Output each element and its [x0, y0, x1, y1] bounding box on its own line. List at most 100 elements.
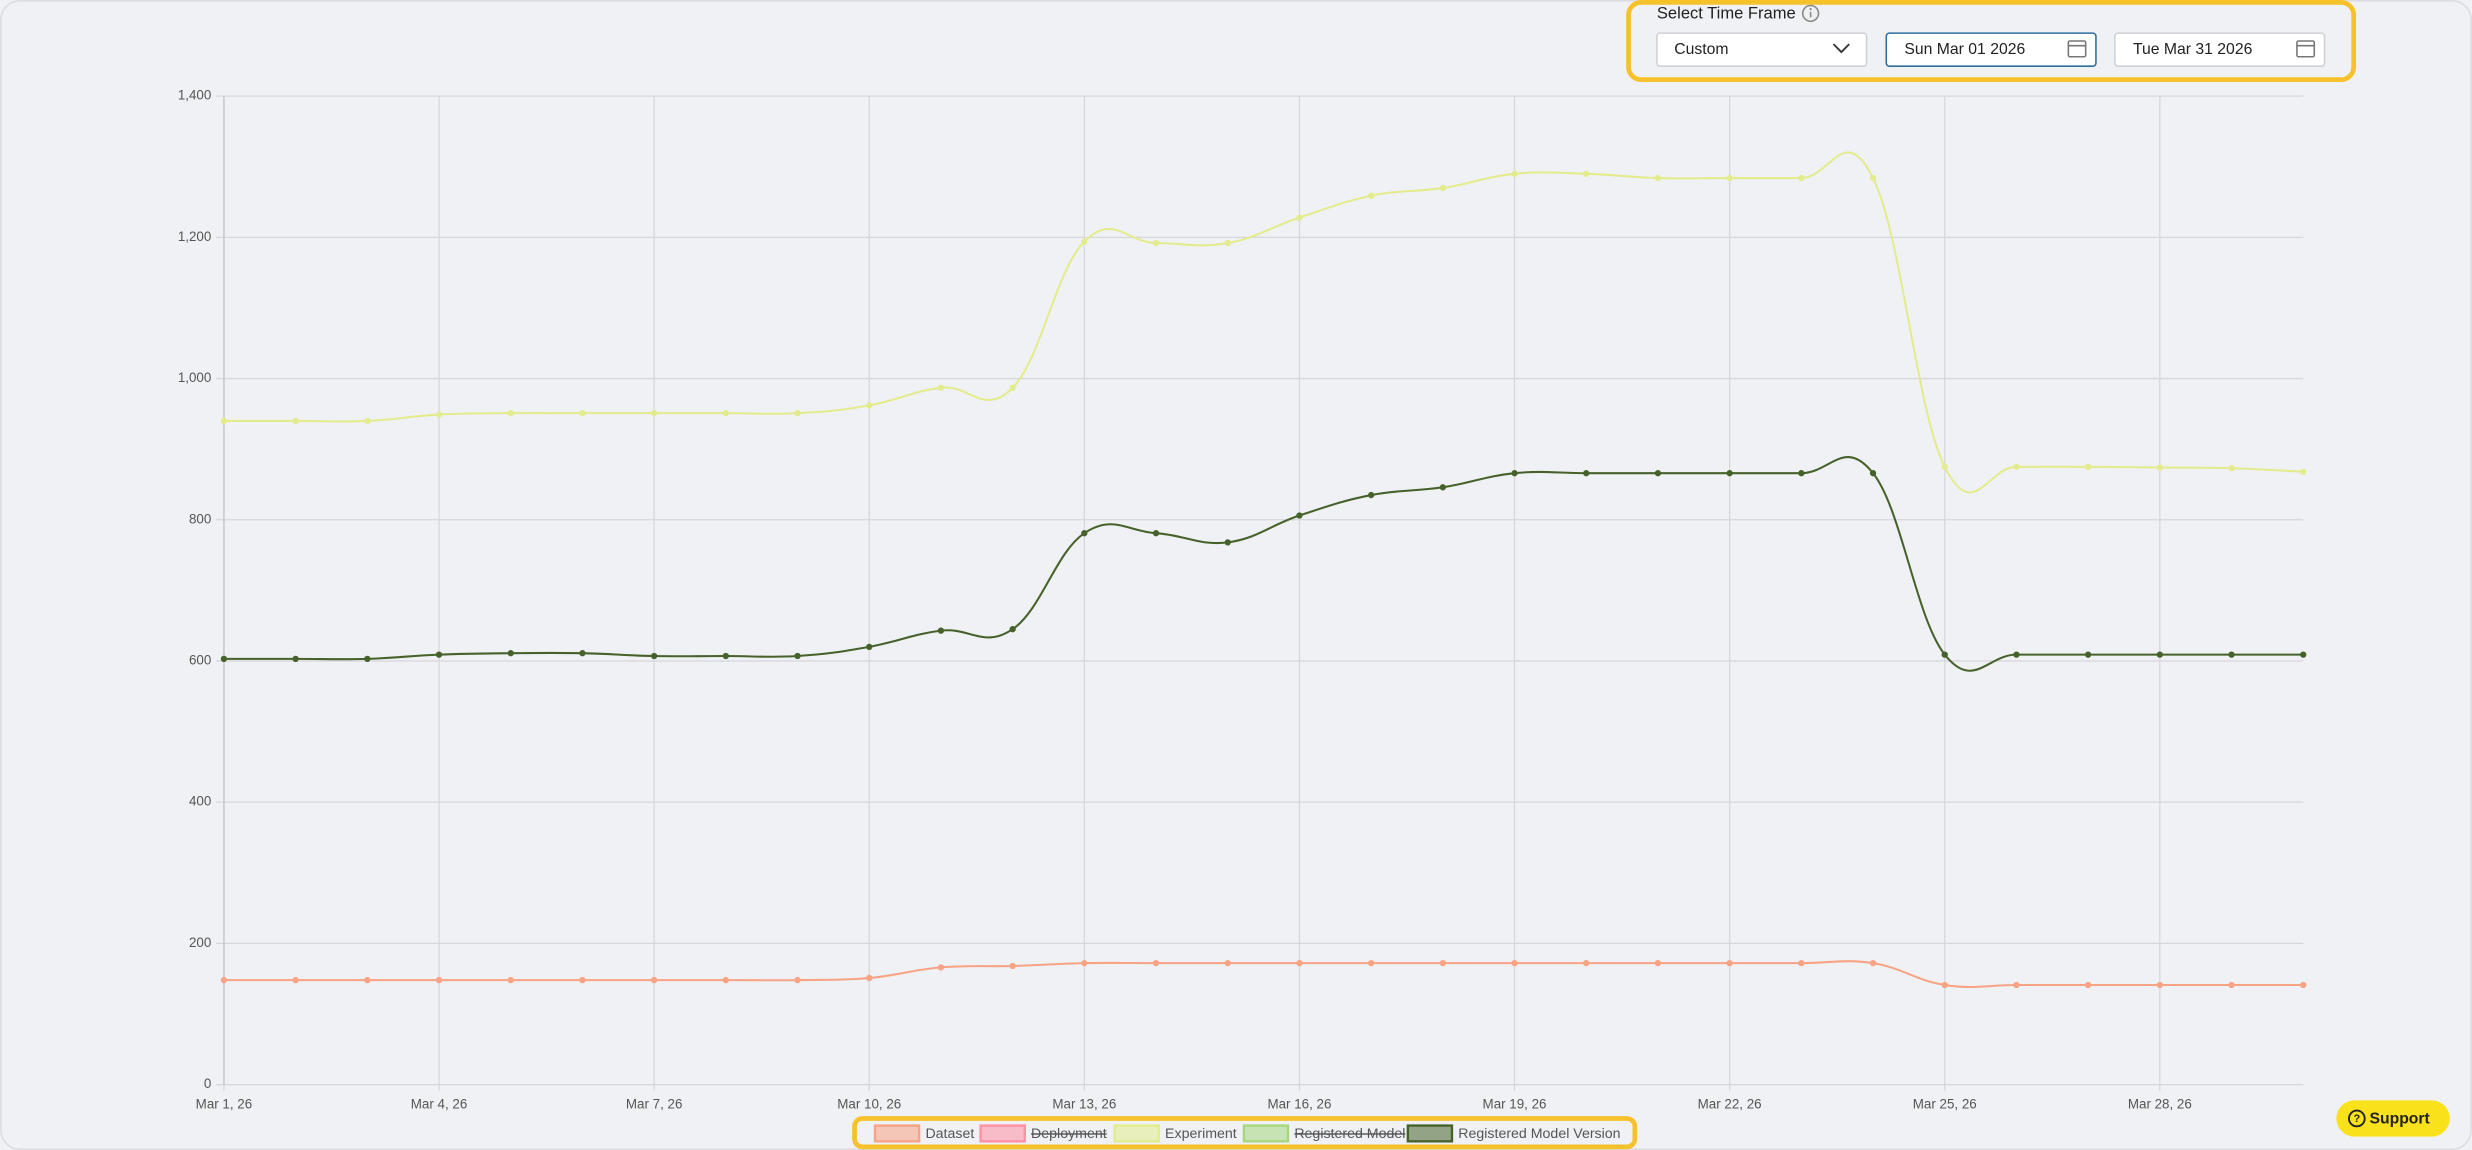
x-tick-label: Mar 10, 26 — [837, 1097, 901, 1112]
y-tick-label: 400 — [189, 794, 211, 809]
point — [1152, 959, 1160, 967]
highlight — [1626, 0, 2357, 82]
point — [292, 976, 299, 984]
button-label: Support — [2369, 1110, 2430, 1127]
point — [1224, 959, 1231, 967]
point — [1511, 170, 1518, 177]
point — [1367, 491, 1375, 499]
point — [220, 976, 228, 984]
point — [579, 650, 586, 657]
point — [1798, 470, 1805, 477]
point — [1081, 530, 1088, 537]
legend-swatch — [1113, 1124, 1160, 1143]
point — [1869, 174, 1877, 182]
point — [579, 976, 586, 984]
point — [1009, 384, 1016, 391]
legend-item[interactable]: Deployment — [979, 1124, 1107, 1143]
point — [1296, 214, 1303, 221]
point — [364, 976, 371, 984]
point — [2228, 981, 2235, 989]
point — [722, 976, 729, 984]
point — [1296, 512, 1303, 519]
time-frame-dropdown[interactable]: Custom — [1656, 32, 1868, 67]
point — [722, 652, 729, 660]
point — [1511, 959, 1518, 967]
point — [1654, 174, 1662, 182]
x-tick-label: Mar 25, 26 — [1913, 1097, 1977, 1112]
point — [2228, 651, 2235, 658]
point — [2300, 651, 2307, 658]
line — [223, 960, 2304, 989]
point — [2013, 463, 2020, 470]
point — [1439, 959, 1446, 967]
y-tick-label: 1,400 — [178, 88, 211, 103]
x-tick-label: Mar 28, 26 — [2128, 1097, 2192, 1112]
point — [507, 976, 514, 984]
line — [223, 151, 2304, 494]
legend-label: Registered Model — [1294, 1126, 1405, 1142]
point — [364, 655, 371, 663]
controls: Select Time Frame Custom Sun Mar 01 2026… — [1626, 0, 2357, 82]
point — [794, 976, 801, 984]
legend-label: Deployment — [1031, 1126, 1107, 1142]
x-tick-label: Mar 16, 26 — [1267, 1097, 1331, 1112]
date-value: Tue Mar 31 2026 — [2133, 41, 2253, 58]
icon: ? — [2353, 1113, 2360, 1125]
start-date-input[interactable]: Sun Mar 01 2026 — [1885, 32, 2097, 67]
legend-item[interactable]: Registered Model — [1242, 1124, 1406, 1143]
point — [866, 643, 873, 651]
support-button[interactable]: ? Support — [2336, 1100, 2450, 1137]
point — [2300, 468, 2307, 475]
legend-swatch — [979, 1124, 1026, 1143]
point — [435, 976, 443, 984]
point — [2156, 651, 2163, 658]
point — [507, 650, 514, 657]
label: Select Time Frame — [1657, 4, 1796, 23]
y-tick-label: 1,000 — [178, 370, 211, 385]
point — [1654, 470, 1662, 477]
legend-item[interactable]: Experiment — [1113, 1124, 1237, 1143]
point — [1152, 530, 1160, 537]
point — [2013, 651, 2020, 658]
point — [1941, 981, 1948, 989]
point — [722, 410, 729, 417]
point — [1869, 959, 1877, 967]
point — [2013, 981, 2020, 989]
point — [1439, 184, 1446, 192]
x-tick-label: Mar 19, 26 — [1483, 1097, 1547, 1112]
point — [507, 410, 514, 417]
point — [2084, 981, 2092, 989]
point — [1009, 962, 1016, 970]
legend-item[interactable]: Dataset — [873, 1124, 974, 1143]
point — [1583, 959, 1590, 967]
point — [292, 417, 299, 425]
legend-item[interactable]: Registered Model Version — [1406, 1124, 1621, 1143]
legend-label: Registered Model Version — [1458, 1126, 1620, 1142]
point — [1224, 539, 1231, 546]
point — [794, 410, 801, 417]
point — [650, 410, 658, 417]
end-date-input[interactable]: Tue Mar 31 2026 — [2114, 32, 2326, 67]
point — [937, 384, 945, 391]
point — [937, 627, 945, 634]
info-icon[interactable] — [1801, 4, 1820, 23]
point — [2156, 981, 2163, 989]
point — [1726, 470, 1733, 477]
point — [435, 411, 443, 418]
point — [1583, 170, 1590, 177]
point — [1941, 463, 1948, 470]
point — [2084, 651, 2092, 658]
legend-highlight — [852, 1116, 1638, 1150]
point — [650, 652, 658, 660]
point — [1726, 174, 1733, 182]
point — [1941, 651, 1948, 658]
point — [435, 651, 443, 658]
point — [292, 655, 299, 663]
x-tick-label: Mar 1, 26 — [196, 1097, 253, 1112]
point — [866, 402, 873, 409]
point — [1152, 239, 1160, 247]
legend-label: Experiment — [1165, 1126, 1237, 1142]
point — [1296, 959, 1303, 967]
